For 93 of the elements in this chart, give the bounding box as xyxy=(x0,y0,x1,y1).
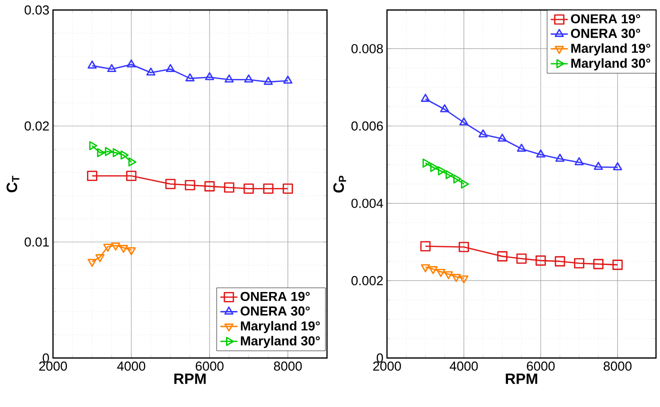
point xyxy=(516,144,526,152)
x-tick-label: 2000 xyxy=(39,362,67,371)
y-tick-label: 0.002 xyxy=(351,276,383,286)
point xyxy=(103,244,112,252)
point xyxy=(204,181,215,192)
point xyxy=(440,104,450,112)
legend-label: ONERA 19° xyxy=(570,14,640,24)
point xyxy=(460,179,470,189)
point xyxy=(478,129,488,138)
point xyxy=(86,170,98,182)
point xyxy=(613,162,622,170)
point xyxy=(422,158,431,168)
point xyxy=(88,60,97,69)
point xyxy=(184,180,196,190)
point xyxy=(536,149,546,158)
point xyxy=(244,74,254,82)
point xyxy=(111,242,120,251)
point xyxy=(244,183,254,194)
legend-label: Maryland 19° xyxy=(571,43,650,56)
point xyxy=(574,157,584,166)
legend-label: ONERA 30° xyxy=(240,306,310,316)
point xyxy=(497,251,508,262)
point xyxy=(112,148,121,158)
x-tick-label: 6000 xyxy=(526,362,555,371)
y-tick-label: 0.004 xyxy=(351,198,384,208)
point xyxy=(107,64,116,72)
point xyxy=(224,182,234,193)
point xyxy=(128,157,136,167)
legend-label: ONERA 19° xyxy=(240,292,310,302)
x-tick-label: 8000 xyxy=(604,362,632,371)
point xyxy=(88,258,97,267)
y-tick-label: 0.008 xyxy=(351,44,383,54)
point xyxy=(420,241,431,252)
point xyxy=(120,150,129,160)
point xyxy=(555,154,564,162)
x-tick-label: 4000 xyxy=(450,362,478,371)
point xyxy=(95,254,105,262)
y-axis-title: C$_{T}$ xyxy=(6,176,20,192)
point xyxy=(283,76,292,84)
point xyxy=(126,170,136,182)
point xyxy=(420,94,430,102)
point xyxy=(165,178,176,190)
point xyxy=(118,244,128,253)
point xyxy=(574,258,584,268)
y-tick-label: 0 xyxy=(42,353,49,363)
x-axis-title: RPM xyxy=(174,374,206,384)
point xyxy=(593,258,604,270)
point xyxy=(516,253,527,264)
point xyxy=(452,274,461,282)
point xyxy=(453,174,462,184)
point xyxy=(459,117,468,126)
y-tick-label: 0.03 xyxy=(24,5,49,15)
x-tick-label: 4000 xyxy=(117,362,146,371)
legend-label: Maryland 30° xyxy=(240,336,320,348)
point xyxy=(428,266,438,274)
point xyxy=(459,275,468,284)
point xyxy=(126,59,136,68)
y-tick-label: 0.006 xyxy=(351,121,383,131)
legend-label: ONERA 30° xyxy=(570,28,640,38)
point xyxy=(104,146,113,156)
point xyxy=(430,162,438,172)
point xyxy=(612,260,623,270)
point xyxy=(536,255,546,266)
point xyxy=(224,74,234,82)
point xyxy=(282,183,294,194)
y-tick-label: 0.01 xyxy=(24,237,49,247)
point xyxy=(89,141,98,150)
point xyxy=(264,76,273,85)
point xyxy=(436,268,446,277)
y-tick-label: 0.02 xyxy=(24,121,49,131)
point xyxy=(438,166,446,176)
legend-label: Maryland 30° xyxy=(571,58,650,70)
legend-label: Maryland 19° xyxy=(240,320,320,334)
point xyxy=(205,72,214,80)
y-tick-label: 0 xyxy=(376,353,383,363)
y-axis-title: C$_{P}$ xyxy=(333,176,346,193)
point xyxy=(146,67,156,76)
point xyxy=(263,183,274,194)
x-tick-label: 8000 xyxy=(274,362,302,371)
point xyxy=(444,271,454,280)
point xyxy=(420,264,430,272)
point xyxy=(166,64,175,72)
point xyxy=(498,134,507,142)
point xyxy=(554,256,566,266)
point xyxy=(458,242,470,252)
point xyxy=(185,73,195,82)
x-axis-title: RPM xyxy=(506,374,538,384)
point xyxy=(594,162,603,170)
x-tick-label: 6000 xyxy=(196,362,224,371)
point xyxy=(97,148,106,158)
x-tick-label: 2000 xyxy=(373,362,401,371)
point xyxy=(126,247,136,256)
point xyxy=(446,170,454,180)
